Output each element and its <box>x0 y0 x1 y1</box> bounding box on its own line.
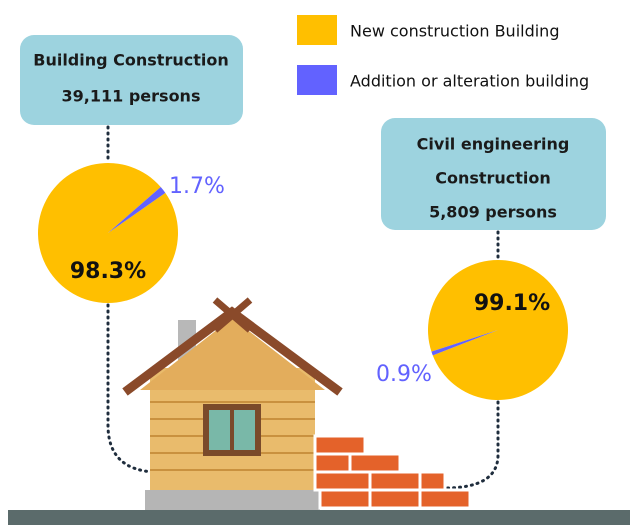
legend-swatch <box>297 65 337 95</box>
value-label: 0.9% <box>376 362 432 387</box>
legend-label: Addition or alteration building <box>350 72 589 91</box>
box-text: Construction <box>435 169 551 188</box>
box-text: 39,111 persons <box>62 87 201 106</box>
pie-slice <box>431 330 498 356</box>
box-text: 5,809 persons <box>429 203 557 222</box>
connector <box>443 400 500 490</box>
pie-slice <box>37 162 178 303</box>
value-label: 99.1% <box>474 291 550 316</box>
box-text: Civil engineering <box>417 135 570 154</box>
house <box>122 297 343 510</box>
legend-label: New construction Building <box>350 22 559 41</box>
pie-slice <box>108 186 166 233</box>
ground <box>8 510 630 525</box>
box-text: Building Construction <box>33 51 228 70</box>
connector <box>106 303 157 474</box>
value-label: 98.3% <box>70 259 146 284</box>
info-box <box>381 118 606 230</box>
value-label: 1.7% <box>169 174 225 199</box>
bricks <box>313 434 472 510</box>
pie-slice <box>428 260 569 401</box>
legend-swatch <box>297 15 337 45</box>
info-box <box>20 35 243 125</box>
